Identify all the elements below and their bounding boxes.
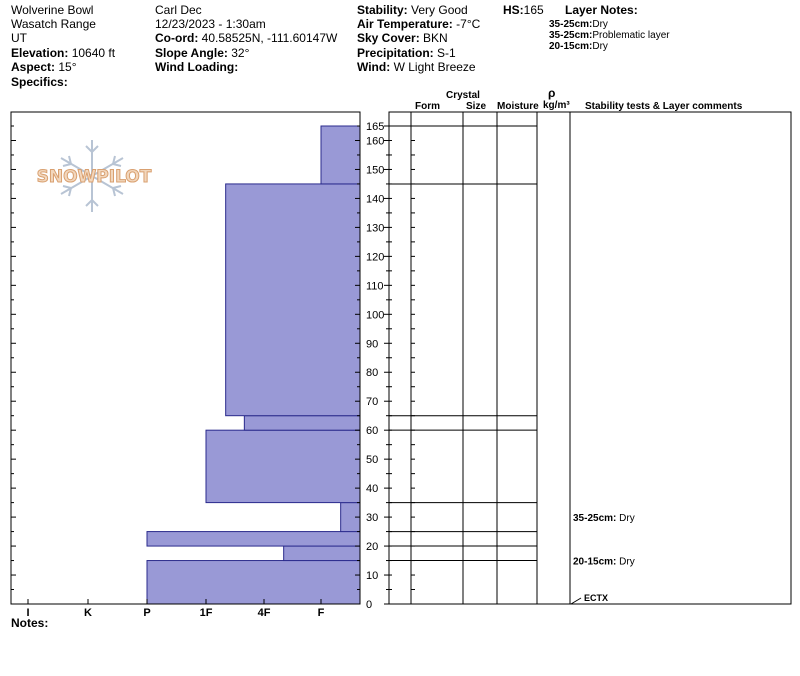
- layer-table-frame: [388, 111, 792, 605]
- hardness-tick-label: 4F: [258, 607, 271, 619]
- depth-tick-label: 30: [366, 512, 378, 524]
- state: UT: [11, 31, 27, 45]
- hardness-tick-label: 1F: [200, 607, 213, 619]
- hs-value: 165: [523, 3, 544, 17]
- hardness-tick-label: F: [318, 607, 325, 619]
- depth-tick-label: 60: [366, 425, 378, 437]
- hardness-tick-label: K: [84, 607, 92, 619]
- depth-tick-label: 140: [366, 193, 384, 205]
- col-stability: Stability tests & Layer comments: [585, 101, 743, 112]
- col-form: Form: [415, 101, 440, 112]
- logo-text: SNOWPILOT: [36, 167, 152, 188]
- col-moisture: Moisture: [497, 101, 539, 112]
- depth-tick-label: 70: [366, 396, 378, 408]
- col-rho: ρ: [548, 86, 556, 100]
- wind-value: W Light Breeze: [393, 60, 476, 74]
- hardness-layer-bar: [225, 183, 361, 417]
- layer-notes-title: Layer Notes:: [565, 3, 638, 17]
- aspect-label: Aspect:: [11, 60, 56, 74]
- stability-test-marker: [570, 597, 582, 605]
- precip-value: S-1: [437, 46, 456, 60]
- hs-label: HS:: [503, 3, 524, 17]
- stability-label: Stability:: [357, 3, 408, 17]
- depth-tick-label: 0: [366, 599, 372, 611]
- layer-comment: 35-25cm: Dry: [573, 513, 635, 524]
- hardness-layer-bar: [146, 531, 361, 547]
- depth-tick-label: 20: [366, 541, 378, 553]
- depth-tick-label: 160: [366, 135, 384, 147]
- observer: Carl Dec: [155, 3, 202, 17]
- depth-tick-label: 100: [366, 309, 384, 321]
- depth-tick-label: 50: [366, 454, 378, 466]
- layer-comment: 20-15cm: Dry: [573, 557, 635, 568]
- sky-cover-value: BKN: [423, 31, 448, 45]
- coord-value: 40.58525N, -111.60147W: [201, 31, 338, 45]
- notes-label: Notes:: [11, 616, 49, 630]
- hardness-tick-label: P: [143, 607, 150, 619]
- snowflake-icon: [60, 140, 124, 212]
- col-density-unit: kg/m³: [543, 100, 570, 111]
- elevation-value: 10640 ft: [71, 46, 116, 60]
- hardness-tick-label: I: [26, 607, 29, 619]
- precip-label: Precipitation:: [357, 46, 434, 60]
- slope-value: 32°: [231, 46, 250, 60]
- datetime: 12/23/2023 - 1:30am: [155, 17, 266, 31]
- col-size: Size: [466, 101, 487, 112]
- hardness-layer-bar: [283, 545, 361, 562]
- hardness-layer-bar: [146, 560, 361, 605]
- location: Wolverine Bowl: [11, 3, 94, 17]
- air-temp-value: -7°C: [456, 17, 481, 31]
- hardness-layer-bar: [205, 429, 361, 504]
- sky-cover-label: Sky Cover:: [357, 31, 420, 45]
- hardness-layer-bar: [243, 415, 361, 431]
- wind-loading-label: Wind Loading:: [155, 60, 239, 74]
- depth-tick-label: 165: [366, 121, 384, 133]
- depth-tick-label: 110: [366, 280, 384, 292]
- slope-label: Slope Angle:: [155, 46, 228, 60]
- aspect-value: 15°: [58, 60, 77, 74]
- depth-tick-label: 90: [366, 338, 378, 350]
- depth-tick-label: 120: [366, 251, 384, 263]
- col-crystal: Crystal: [446, 90, 480, 101]
- hardness-layer-bar: [320, 125, 361, 185]
- mountain-range: Wasatch Range: [11, 17, 96, 31]
- wind-label: Wind:: [357, 60, 391, 74]
- depth-tick-label: 150: [366, 164, 384, 176]
- air-temp-label: Air Temperature:: [357, 17, 453, 31]
- depth-tick-label: 10: [366, 570, 378, 582]
- depth-tick-label: 130: [366, 222, 384, 234]
- stability-test-label: ECTX: [584, 593, 608, 603]
- stability-value: Very Good: [411, 3, 468, 17]
- layer-note: 35-25cm:Dry: [549, 19, 608, 30]
- depth-tick-label: 80: [366, 367, 378, 379]
- snowpilot-logo: SNOWPILOT: [30, 138, 158, 216]
- specifics-label: Specifics:: [11, 75, 68, 89]
- layer-note: 20-15cm:Dry: [549, 41, 608, 52]
- layer-note: 35-25cm:Problematic layer: [549, 30, 670, 41]
- coord-label: Co-ord:: [155, 31, 199, 45]
- elevation-label: Elevation:: [11, 46, 69, 60]
- depth-tick-label: 40: [366, 483, 378, 495]
